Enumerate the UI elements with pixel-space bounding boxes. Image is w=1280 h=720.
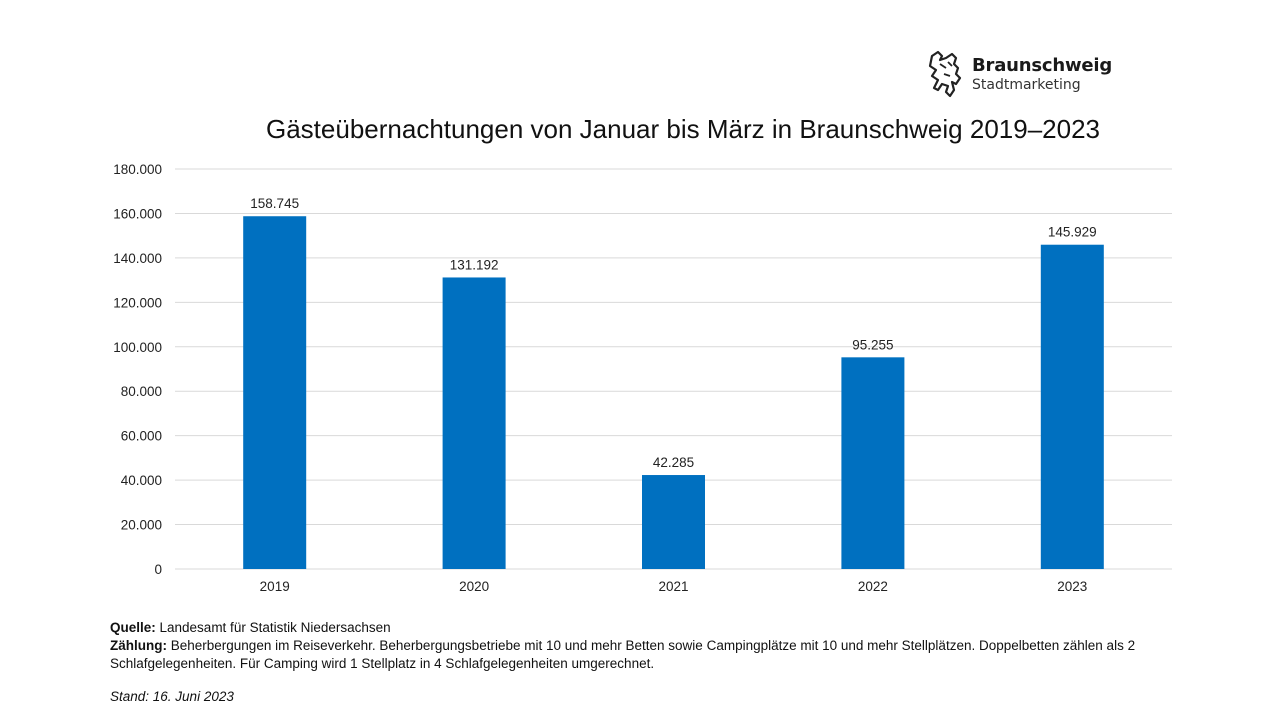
y-tick-label: 40.000 (121, 473, 162, 488)
x-tick-label: 2021 (658, 579, 688, 594)
y-tick-label: 60.000 (121, 429, 162, 444)
x-axis-ticks: 2019 2020 2021 2022 2023 (260, 579, 1088, 594)
y-tick-label: 80.000 (121, 384, 162, 399)
data-label: 95.255 (852, 337, 893, 352)
y-tick-label: 140.000 (113, 251, 162, 266)
lion-icon (928, 50, 962, 98)
bar-2023 (1040, 244, 1104, 570)
chart-notes: Quelle: Landesamt für Statistik Niedersa… (110, 619, 1220, 673)
y-tick-label: 160.000 (113, 206, 162, 221)
x-tick-label: 2023 (1057, 579, 1087, 594)
data-label: 158.745 (250, 196, 299, 211)
stand-date: Stand: 16. Juni 2023 (110, 689, 234, 704)
bar-2019 (243, 216, 307, 569)
braunschweig-logo: Braunschweig Stadtmarketing (926, 48, 1112, 100)
bar-2021 (642, 475, 705, 569)
chart-title: Gästeübernachtungen von Januar bis März … (266, 114, 1100, 144)
y-axis-ticks: 0 20.000 40.000 60.000 80.000 100.000 120.000 1… (113, 162, 162, 577)
data-label: 145.929 (1048, 225, 1097, 240)
y-tick-label: 180.000 (113, 162, 162, 177)
y-tick-label: 20.000 (121, 518, 162, 533)
logo-title: Braunschweig (972, 54, 1113, 76)
counting-note: Zählung: Beherbergungen im Reiseverkehr.… (110, 638, 1136, 671)
bar-2022 (841, 357, 905, 569)
y-tick-label: 0 (154, 562, 162, 577)
bars (243, 216, 1104, 570)
logo-subtitle: Stadtmarketing (972, 76, 1081, 93)
bar-2020 (442, 277, 506, 569)
y-tick-label: 100.000 (113, 340, 162, 355)
x-tick-label: 2020 (459, 579, 489, 594)
x-tick-label: 2022 (858, 579, 888, 594)
data-labels: 158.745 131.192 42.285 95.255 145.929 (250, 196, 1096, 470)
data-label: 131.192 (450, 257, 499, 272)
data-label: 42.285 (653, 455, 694, 470)
x-tick-label: 2019 (260, 579, 290, 594)
source-note: Quelle: Landesamt für Statistik Niedersa… (110, 620, 391, 635)
y-tick-label: 120.000 (113, 295, 162, 310)
